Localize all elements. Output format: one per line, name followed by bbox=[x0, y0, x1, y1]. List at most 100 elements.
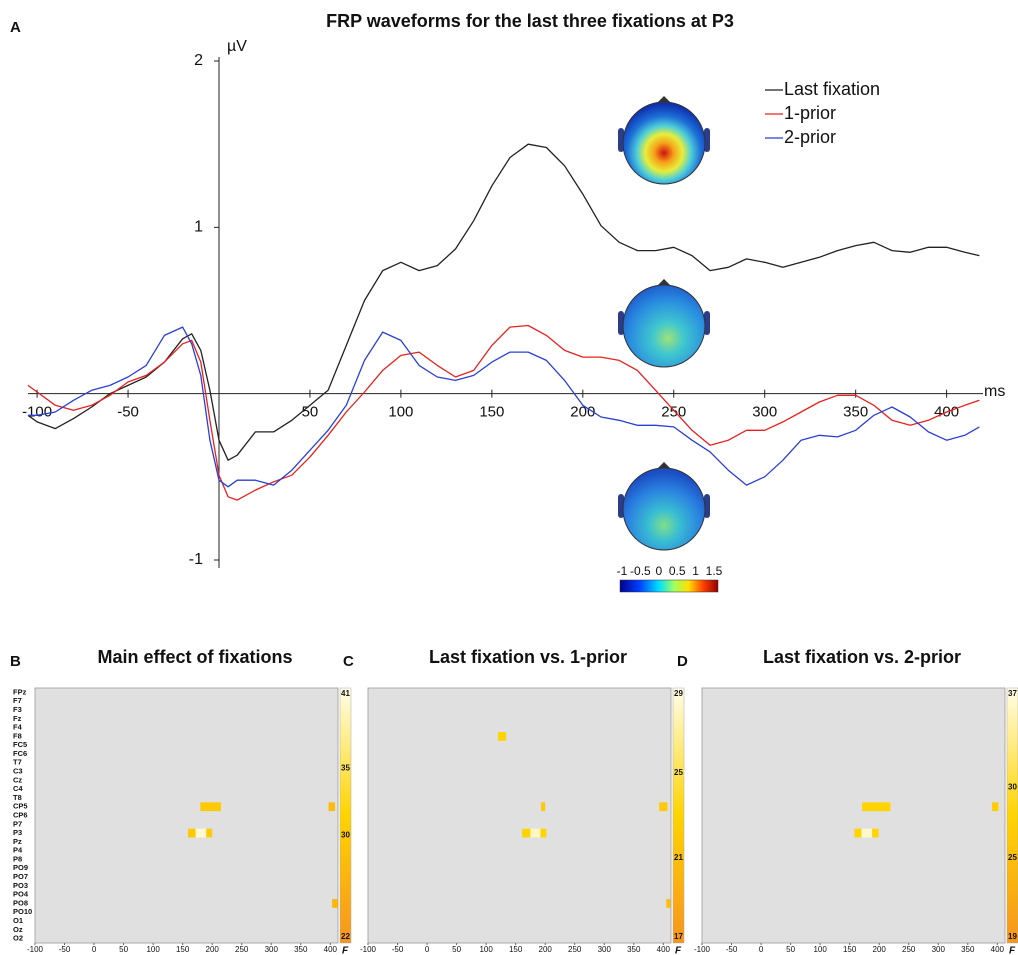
colorbar bbox=[672, 687, 685, 944]
x-tick-label: -100 bbox=[360, 945, 377, 954]
heatmap-background bbox=[34, 687, 339, 944]
x-tick-label: -50 bbox=[392, 945, 404, 954]
x-tick-label: 150 bbox=[176, 945, 190, 954]
x-tick-label: 250 bbox=[568, 945, 582, 954]
row-label: P7 bbox=[13, 819, 22, 828]
row-label: C4 bbox=[13, 784, 23, 793]
heatmap-cell bbox=[195, 828, 207, 838]
x-tick-label: 100 bbox=[146, 945, 160, 954]
row-label: FC6 bbox=[13, 749, 27, 758]
series-line bbox=[27, 143, 980, 461]
x-tick-label: -50 bbox=[726, 945, 738, 954]
colorbar-tick-label: 25 bbox=[1008, 853, 1017, 862]
colorbar-tick-label: 19 bbox=[1008, 932, 1017, 941]
x-tick-label: 300 bbox=[752, 404, 777, 421]
colorbar-tick-label: 29 bbox=[674, 689, 683, 698]
colorbar-tick-label: 1 bbox=[692, 564, 699, 578]
x-tick-label: 400 bbox=[324, 945, 338, 954]
colorbar-tick-label: 0 bbox=[655, 564, 662, 578]
row-label: PO8 bbox=[13, 898, 28, 907]
chart-title: Last fixation vs. 1-prior bbox=[429, 647, 627, 667]
row-label: T8 bbox=[13, 793, 22, 802]
colorbar-tick-label: 21 bbox=[674, 853, 683, 862]
x-tick-label: 300 bbox=[932, 945, 946, 954]
row-label: Pz bbox=[13, 837, 22, 846]
colorbar-tick-label: 1.5 bbox=[706, 564, 723, 578]
x-tick-label: 50 bbox=[452, 945, 461, 954]
x-tick-label: 200 bbox=[873, 945, 887, 954]
colorbar-tick-label: 22 bbox=[341, 932, 350, 941]
heatmap-cell bbox=[659, 802, 668, 812]
x-tick-label: 300 bbox=[265, 945, 279, 954]
chart-title: Main effect of fixations bbox=[97, 647, 292, 667]
topomaps bbox=[618, 96, 719, 593]
row-label: Cz bbox=[13, 775, 22, 784]
chart-title: FRP waveforms for the last three fixatio… bbox=[326, 11, 734, 31]
x-tick-label: 50 bbox=[119, 945, 128, 954]
series-line bbox=[28, 326, 980, 488]
chart-title: Last fixation vs. 2-prior bbox=[763, 647, 961, 667]
x-tick-label: 200 bbox=[206, 945, 220, 954]
row-label: PO7 bbox=[13, 872, 28, 881]
x-tick-label: 100 bbox=[388, 404, 413, 421]
x-tick-label: 250 bbox=[902, 945, 916, 954]
row-label: F7 bbox=[13, 696, 22, 705]
x-axis-label: ms bbox=[984, 383, 1005, 400]
row-label: O1 bbox=[13, 916, 23, 925]
legend-label: 1-prior bbox=[784, 103, 836, 123]
panel-label: B bbox=[10, 653, 21, 670]
x-tick-label: 400 bbox=[991, 945, 1005, 954]
heatmap-cell bbox=[872, 828, 879, 838]
x-tick-label: -50 bbox=[117, 404, 139, 421]
heatmap-cell bbox=[522, 828, 531, 838]
colorbar bbox=[339, 687, 352, 944]
heatmap-cell bbox=[541, 802, 546, 812]
row-label: PO10 bbox=[13, 907, 32, 916]
panel-label: D bbox=[677, 653, 688, 670]
x-tick-label: 350 bbox=[961, 945, 975, 954]
colorbar-tick-label: 37 bbox=[1008, 689, 1017, 698]
row-label: P4 bbox=[13, 846, 23, 855]
heatmap-background bbox=[367, 687, 672, 944]
x-tick-label: 250 bbox=[661, 404, 686, 421]
row-label: FC5 bbox=[13, 740, 27, 749]
heatmap-cell bbox=[862, 802, 891, 812]
row-label: Oz bbox=[13, 925, 23, 934]
x-tick-label: 150 bbox=[509, 945, 523, 954]
x-tick-label: -100 bbox=[27, 945, 44, 954]
y-tick-label: 1 bbox=[194, 219, 203, 236]
row-label: T7 bbox=[13, 758, 22, 767]
x-tick-label: 100 bbox=[813, 945, 827, 954]
x-tick-label: 350 bbox=[843, 404, 868, 421]
x-tick-label: 200 bbox=[570, 404, 595, 421]
x-tick-label: 0 bbox=[425, 945, 430, 954]
heatmap-cell bbox=[666, 899, 671, 908]
row-label: F3 bbox=[13, 705, 22, 714]
heatmap-cell bbox=[861, 828, 873, 838]
colorbar-tick-label: 25 bbox=[674, 768, 683, 777]
heatmap-cell bbox=[530, 828, 541, 838]
heatmap-cell bbox=[328, 802, 336, 812]
legend-label: 2-prior bbox=[784, 127, 836, 147]
colorbar-tick-label: -1 bbox=[617, 564, 628, 578]
x-tick-label: -100 bbox=[22, 404, 52, 421]
row-label: CP5 bbox=[13, 802, 28, 811]
topomap bbox=[618, 96, 710, 185]
row-label: F8 bbox=[13, 731, 22, 740]
heatmap-cell bbox=[206, 828, 213, 838]
colorbar-tick-label: 35 bbox=[341, 764, 350, 773]
x-tick-label: 50 bbox=[786, 945, 795, 954]
x-tick-label: 0 bbox=[759, 945, 764, 954]
colorbar-tick-label: 30 bbox=[1008, 782, 1017, 791]
row-label: CP6 bbox=[13, 810, 28, 819]
row-label: Fz bbox=[13, 714, 22, 723]
heatmap-cell bbox=[332, 899, 338, 908]
row-label: P8 bbox=[13, 854, 22, 863]
colorbar-label: F bbox=[675, 946, 682, 955]
row-label: C3 bbox=[13, 767, 23, 776]
panel-label: A bbox=[10, 19, 21, 36]
x-tick-label: 50 bbox=[302, 404, 319, 421]
y-tick-label: -1 bbox=[189, 551, 203, 568]
x-tick-label: 150 bbox=[479, 404, 504, 421]
